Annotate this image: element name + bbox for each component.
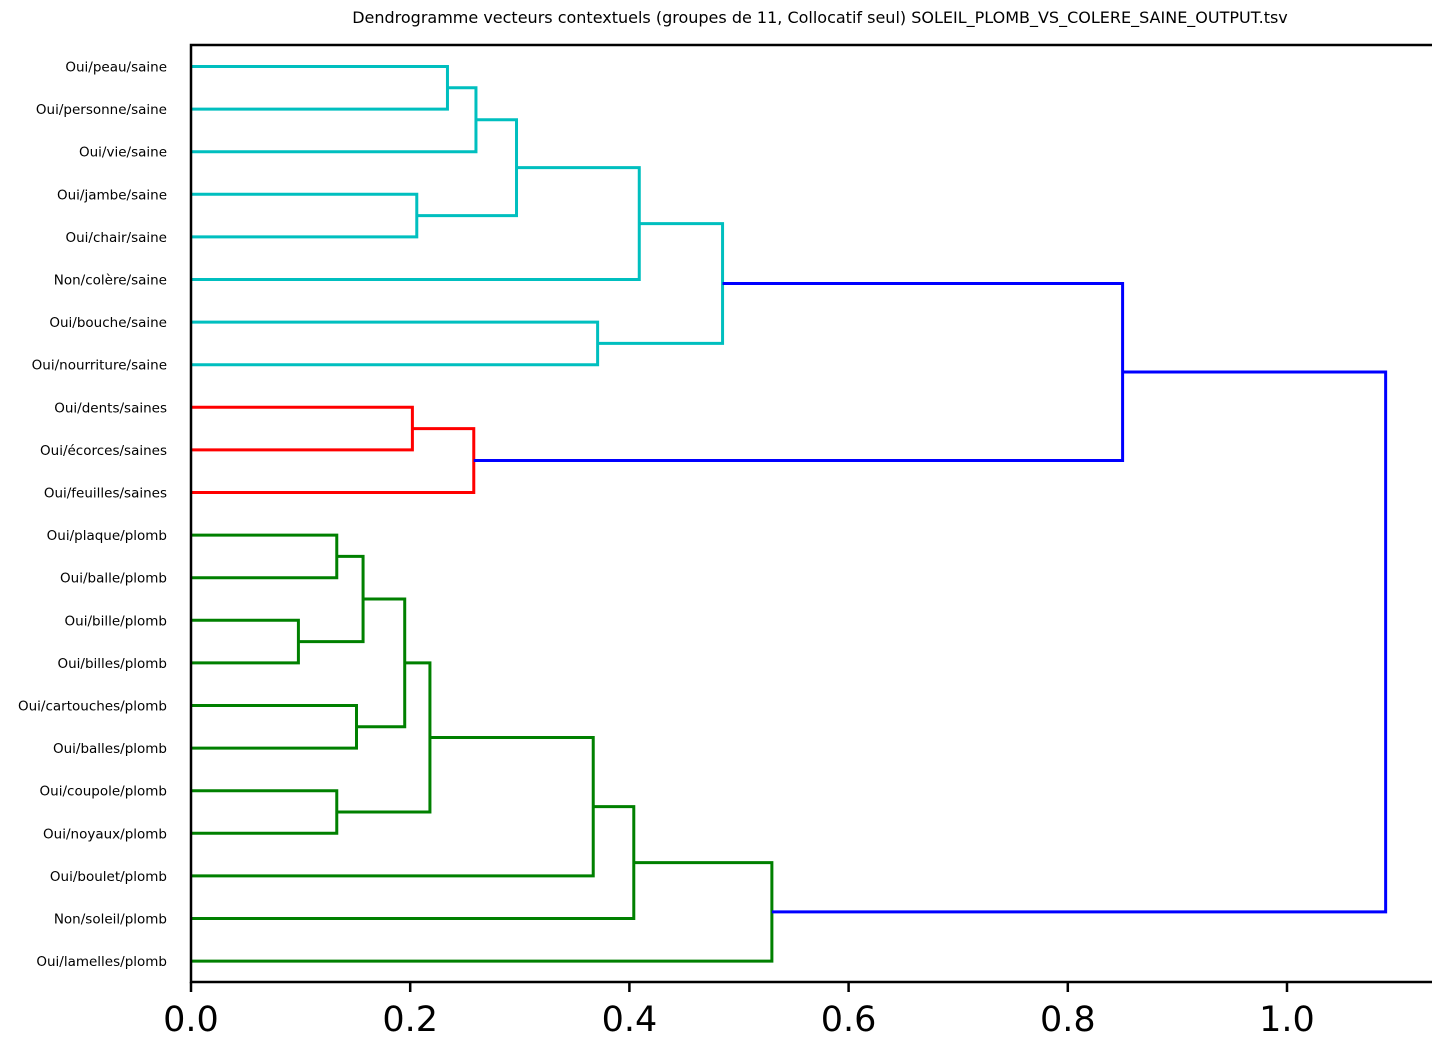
- leaf-label: Oui/coupole/plomb: [40, 784, 167, 800]
- leaf-label: Oui/écorces/saines: [40, 443, 167, 459]
- leaf-label: Oui/feuilles/saines: [44, 486, 167, 502]
- merge-link-2: [191, 192, 419, 239]
- leaf-labels: Oui/peau/saine Oui/personne/saine Oui/vie/…: [18, 60, 167, 971]
- merge-link-0: [191, 65, 449, 111]
- merge-link-3: [416, 118, 519, 218]
- merge-link-9: [473, 281, 1125, 463]
- merge-link-15: [191, 789, 339, 835]
- merge-link-20: [771, 370, 1388, 914]
- leaf-label: Non/colère/saine: [54, 273, 167, 289]
- merge-link-6: [597, 222, 725, 345]
- leaf-label: Oui/noyaux/plomb: [43, 826, 167, 842]
- leaf-label: Oui/plaque/plomb: [47, 528, 167, 544]
- merge-link-8: [191, 427, 476, 494]
- merge-link-4: [191, 166, 641, 281]
- leaf-label: Oui/nourriture/saine: [32, 358, 167, 374]
- merge-link-12: [298, 554, 365, 644]
- x-tick-label: 1.0: [1259, 1000, 1315, 1040]
- leaf-label: Oui/bille/plomb: [65, 613, 167, 629]
- leaf-label: Non/soleil/plomb: [54, 912, 167, 928]
- chart-title: Dendrogramme vecteurs contextuels (group…: [352, 8, 1288, 28]
- plot-frame: [189, 43, 1432, 984]
- merge-link-11: [191, 618, 300, 665]
- leaf-label: Oui/dents/saines: [54, 400, 167, 416]
- merge-link-18: [191, 805, 636, 920]
- x-tick-label: 0.4: [602, 1000, 658, 1040]
- leaf-label: Oui/billes/plomb: [58, 656, 168, 672]
- x-tick-label: 0.6: [821, 1000, 877, 1040]
- merge-link-13: [191, 704, 358, 750]
- merge-link-10: [191, 533, 339, 580]
- dendrogram-links: [191, 65, 1388, 963]
- merge-link-7: [191, 405, 414, 452]
- x-tick-label: 0.8: [1040, 1000, 1096, 1040]
- merge-link-1: [191, 86, 478, 154]
- leaf-label: Oui/bouche/saine: [49, 315, 167, 331]
- merge-link-5: [191, 320, 600, 367]
- leaf-label: Oui/jambe/saine: [57, 187, 167, 203]
- leaf-label: Oui/cartouches/plomb: [18, 699, 167, 715]
- leaf-label: Oui/balles/plomb: [53, 741, 167, 757]
- leaf-label: Oui/balle/plomb: [60, 571, 167, 587]
- leaf-label: Oui/personne/saine: [36, 102, 167, 118]
- x-axis-ticks: 0.0 0.2 0.4 0.6 0.8 1.0: [163, 982, 1315, 1040]
- leaf-label: Oui/vie/saine: [79, 145, 167, 161]
- leaf-label: Oui/peau/saine: [65, 60, 167, 76]
- leaf-label: Oui/lamelles/plomb: [36, 954, 167, 970]
- leaf-label: Oui/boulet/plomb: [50, 869, 167, 885]
- x-tick-label: 0.0: [163, 1000, 219, 1040]
- merge-link-16: [336, 661, 432, 814]
- merge-link-17: [191, 735, 595, 878]
- leaf-label: Oui/chair/saine: [65, 230, 167, 246]
- x-tick-label: 0.2: [382, 1000, 438, 1040]
